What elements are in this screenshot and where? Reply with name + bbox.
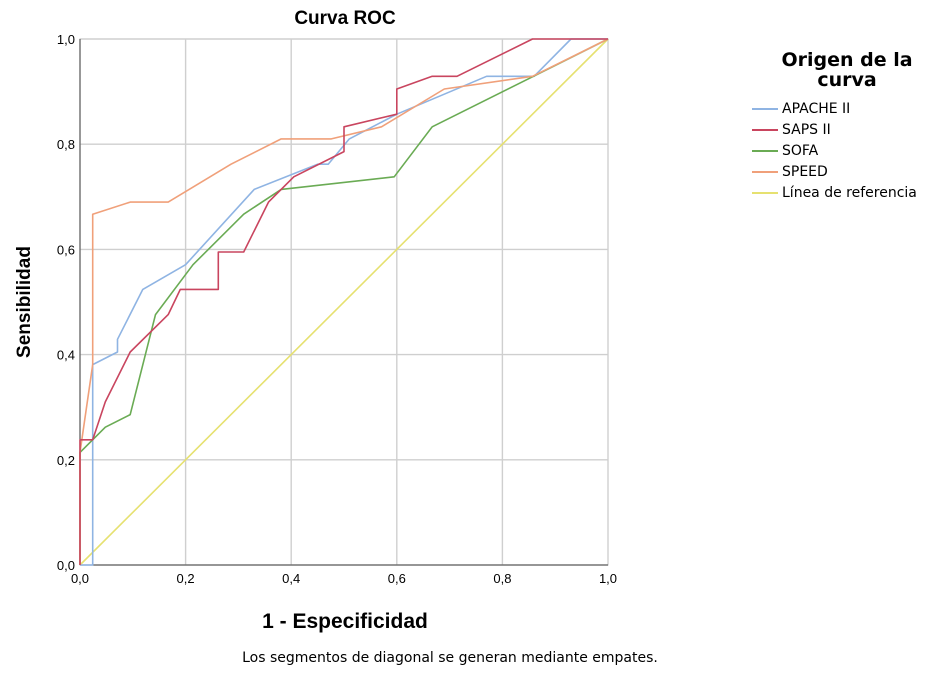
y-tick-label: 0,0: [57, 558, 75, 573]
x-tick-labels: 0,0 0,2 0,4 0,6 0,8 1,0: [71, 571, 617, 586]
legend-label: APACHE II: [782, 100, 851, 117]
x-tick-label: 0,2: [177, 571, 195, 586]
legend-item: SPEED: [752, 161, 942, 182]
legend-items: APACHE II SAPS II SOFA SPEED Línea de refere…: [752, 98, 942, 203]
series-line-sofa: [79, 38, 609, 565]
plot-area: [79, 38, 609, 566]
y-tick-labels: 0,0 0,2 0,4 0,6 0,8 1,0: [57, 32, 75, 573]
legend-label: SPEED: [782, 163, 828, 180]
series-line-speed: [79, 38, 609, 565]
legend-swatch: [752, 191, 778, 194]
legend-swatch: [752, 128, 778, 131]
y-tick-label: 0,8: [57, 137, 75, 152]
series-layer: [79, 38, 609, 566]
legend-item: APACHE II: [752, 98, 942, 119]
legend-item: SAPS II: [752, 119, 942, 140]
y-tick-label: 0,4: [57, 348, 75, 363]
legend-swatch: [752, 107, 778, 110]
y-tick-label: 0,2: [57, 453, 75, 468]
legend: Origen de la curva APACHE II SAPS II SOFA S…: [752, 50, 942, 203]
series-line-linea-de-referencia: [79, 38, 609, 566]
x-axis-label: 1 - Especificidad: [262, 610, 428, 633]
x-tick-label: 0,8: [493, 571, 511, 586]
footnote: Los segmentos de diagonal se generan med…: [242, 650, 658, 666]
legend-swatch: [752, 170, 778, 173]
y-tick-label: 1,0: [57, 32, 75, 47]
legend-item: Línea de referencia: [752, 182, 942, 203]
legend-title: Origen de la curva: [781, 49, 913, 91]
x-tick-label: 0,6: [388, 571, 406, 586]
series-line-saps-ii: [79, 38, 608, 565]
legend-item: SOFA: [752, 140, 942, 161]
legend-label: SAPS II: [782, 121, 831, 138]
legend-label: Línea de referencia: [782, 184, 917, 201]
y-tick-label: 0,6: [57, 242, 75, 257]
series-line-apache-ii: [80, 38, 608, 566]
x-tick-label: 1,0: [599, 571, 617, 586]
y-axis-label: Sensibilidad: [14, 246, 35, 358]
legend-swatch: [752, 149, 778, 152]
legend-label: SOFA: [782, 142, 819, 159]
x-tick-label: 0,0: [71, 571, 89, 586]
x-tick-label: 0,4: [282, 571, 300, 586]
chart-title: Curva ROC: [294, 8, 396, 29]
